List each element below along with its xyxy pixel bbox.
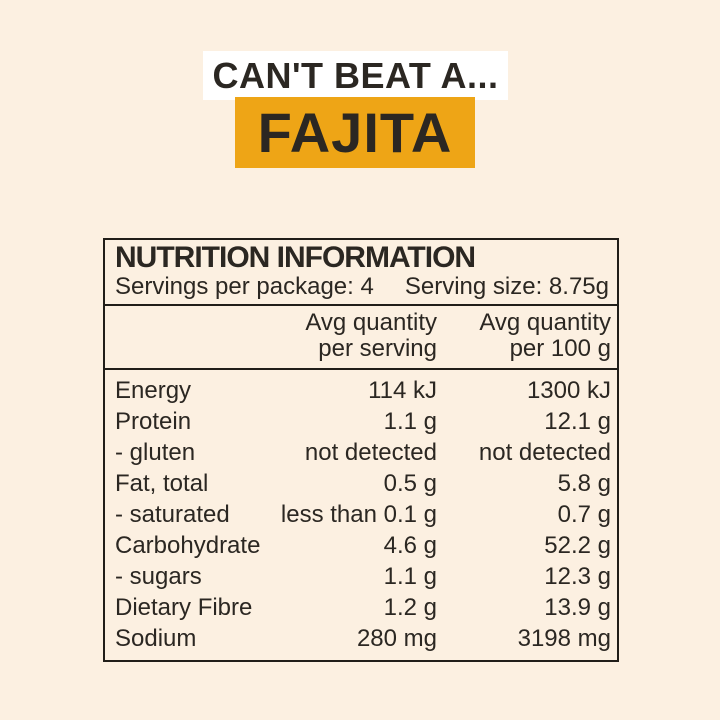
column-headers-row: Avg quantity per serving Avg quantity pe… (105, 306, 617, 370)
tagline-banner: CAN'T BEAT A... (203, 51, 508, 100)
per-serving-value: 114 kJ (368, 377, 437, 404)
nutrient-label: Dietary Fibre (115, 594, 253, 621)
nutrition-table-header: NUTRITION INFORMATION Servings per packa… (105, 240, 617, 306)
per-serving-header-line1: Avg quantity (305, 309, 437, 336)
per-100g-value: 13.9 g (544, 594, 611, 621)
table-row: Dietary Fibre 1.2 g 13.9 g (105, 592, 617, 623)
nutrient-label: Energy (115, 377, 192, 404)
nutrient-label: Protein (115, 408, 192, 435)
per-100g-value: 52.2 g (544, 532, 611, 559)
per-serving-value: 1.1 g (383, 408, 437, 435)
servings-per-package: Servings per package: 4 (115, 273, 374, 300)
per-100g-header-line2: per 100 g (509, 335, 611, 362)
per-100g-value: 3198 mg (517, 625, 611, 652)
table-row: Protein 1.1 g 12.1 g (105, 406, 617, 437)
per-100g-value: 12.1 g (544, 408, 611, 435)
nutrient-label: - sugars (115, 563, 202, 590)
per-serving-value: 0.5 g (383, 470, 437, 497)
nutrition-title: NUTRITION INFORMATION (115, 241, 476, 274)
per-100g-header-line1: Avg quantity (479, 309, 611, 336)
table-row: Carbohydrate 4.6 g 52.2 g (105, 530, 617, 561)
per-100g-value: 0.7 g (557, 501, 611, 528)
nutrient-label: Sodium (115, 625, 197, 652)
product-name-text: FAJITA (257, 101, 453, 164)
per-100g-value: 1300 kJ (526, 377, 611, 404)
nutrient-label: Fat, total (115, 470, 209, 497)
nutrition-table: NUTRITION INFORMATION Servings per packa… (103, 238, 619, 662)
column-header-per-serving: Avg quantity per serving (265, 310, 437, 362)
nutrient-label: - saturated (115, 501, 230, 528)
table-row: - gluten not detected not detected (105, 437, 617, 468)
per-100g-value: not detected (478, 439, 611, 466)
per-serving-value: 280 mg (356, 625, 437, 652)
per-serving-header-line2: per serving (318, 335, 437, 362)
per-serving-value: not detected (304, 439, 437, 466)
tagline-text: CAN'T BEAT A... (212, 54, 499, 96)
nutrient-label: Carbohydrate (115, 532, 261, 559)
nutrient-label: - gluten (115, 439, 196, 466)
per-100g-value: 5.8 g (557, 470, 611, 497)
table-row: Energy 114 kJ 1300 kJ (105, 375, 617, 406)
per-serving-value: less than 0.1 g (280, 501, 437, 528)
table-row: - sugars 1.1 g 12.3 g (105, 561, 617, 592)
serving-size: Serving size: 8.75g (404, 273, 609, 300)
product-name-banner: FAJITA (235, 97, 475, 168)
table-row: Fat, total 0.5 g 5.8 g (105, 468, 617, 499)
column-header-per-100g: Avg quantity per 100 g (437, 310, 611, 362)
serving-info-row: Servings per package: 4 Serving size: 8.… (115, 273, 609, 300)
per-serving-value: 4.6 g (383, 532, 437, 559)
table-row: - saturated less than 0.1 g 0.7 g (105, 499, 617, 530)
per-serving-value: 1.2 g (383, 594, 437, 621)
column-header-spacer (115, 310, 265, 362)
per-serving-value: 1.1 g (383, 563, 437, 590)
nutrition-rows: Energy 114 kJ 1300 kJ Protein 1.1 g 12.1… (105, 370, 617, 660)
table-row: Sodium 280 mg 3198 mg (105, 623, 617, 654)
per-100g-value: 12.3 g (544, 563, 611, 590)
